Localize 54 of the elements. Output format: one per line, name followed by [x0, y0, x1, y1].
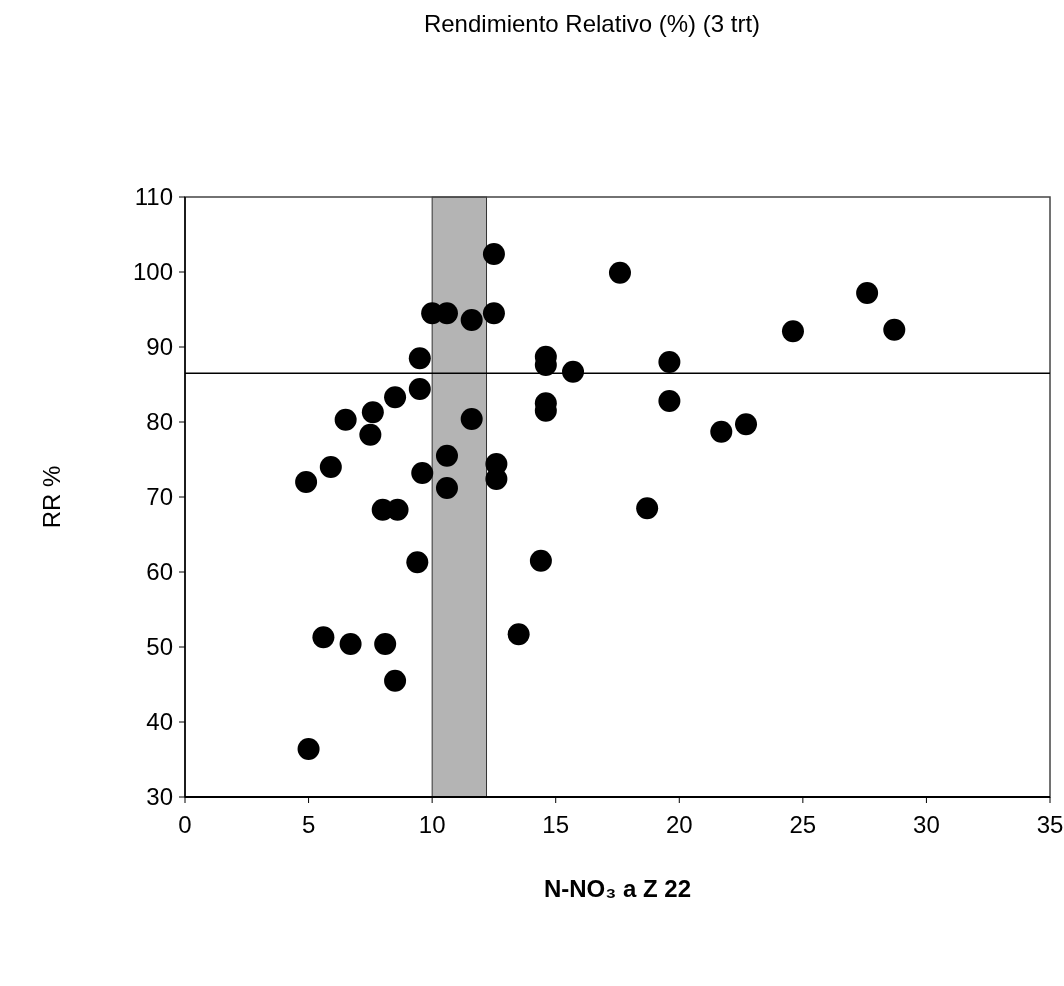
- point: [883, 318, 906, 341]
- y-axis-title: RR %: [38, 465, 65, 529]
- point: [359, 423, 382, 446]
- x-tick-label: 15: [542, 811, 570, 838]
- point: [608, 261, 631, 284]
- point: [856, 282, 879, 304]
- point: [297, 738, 320, 760]
- point: [361, 401, 384, 424]
- point: [435, 477, 458, 499]
- x-tick-label: 10: [418, 811, 446, 838]
- x-tick-label: 0: [178, 811, 192, 838]
- y-tick-label: 80: [146, 408, 173, 436]
- point: [636, 497, 659, 520]
- point: [460, 408, 483, 430]
- point: [339, 633, 362, 655]
- point: [406, 551, 429, 574]
- x-tick-label: 30: [913, 811, 940, 838]
- point: [658, 351, 681, 373]
- point: [384, 386, 407, 409]
- point: [658, 390, 681, 412]
- point: [482, 243, 505, 265]
- point: [334, 408, 357, 431]
- point: [781, 320, 804, 343]
- y-tick-label: 110: [134, 183, 173, 211]
- point: [482, 302, 505, 325]
- x-tick-label: 25: [789, 811, 817, 838]
- point: [435, 444, 458, 467]
- y-tick-label: 60: [146, 558, 173, 586]
- x-tick-label: 35: [1036, 811, 1064, 838]
- point: [529, 549, 552, 572]
- x-axis-title: N-NO₃ a Z 22: [543, 875, 692, 902]
- point: [319, 456, 342, 478]
- y-tick-label: 30: [146, 783, 173, 811]
- y-tick-label: 100: [132, 258, 173, 286]
- x-tick-label: 5: [301, 811, 316, 838]
- chart-title: Rendimiento Relativo (%) (3 trt): [423, 10, 761, 37]
- y-tick-label: 50: [146, 633, 173, 661]
- point: [384, 669, 407, 692]
- point: [460, 309, 483, 331]
- point: [710, 420, 733, 443]
- point: [507, 623, 530, 646]
- point: [485, 468, 508, 490]
- point: [295, 471, 318, 493]
- x-tick-label: 20: [665, 811, 693, 838]
- y-tick-label: 70: [146, 483, 173, 511]
- y-tick-label: 40: [146, 708, 173, 736]
- point: [408, 378, 431, 400]
- point: [735, 413, 758, 436]
- point: [562, 360, 585, 383]
- point: [312, 626, 335, 649]
- point: [374, 633, 397, 655]
- y-tick-label: 90: [146, 333, 173, 361]
- point: [408, 347, 431, 370]
- point: [411, 462, 434, 484]
